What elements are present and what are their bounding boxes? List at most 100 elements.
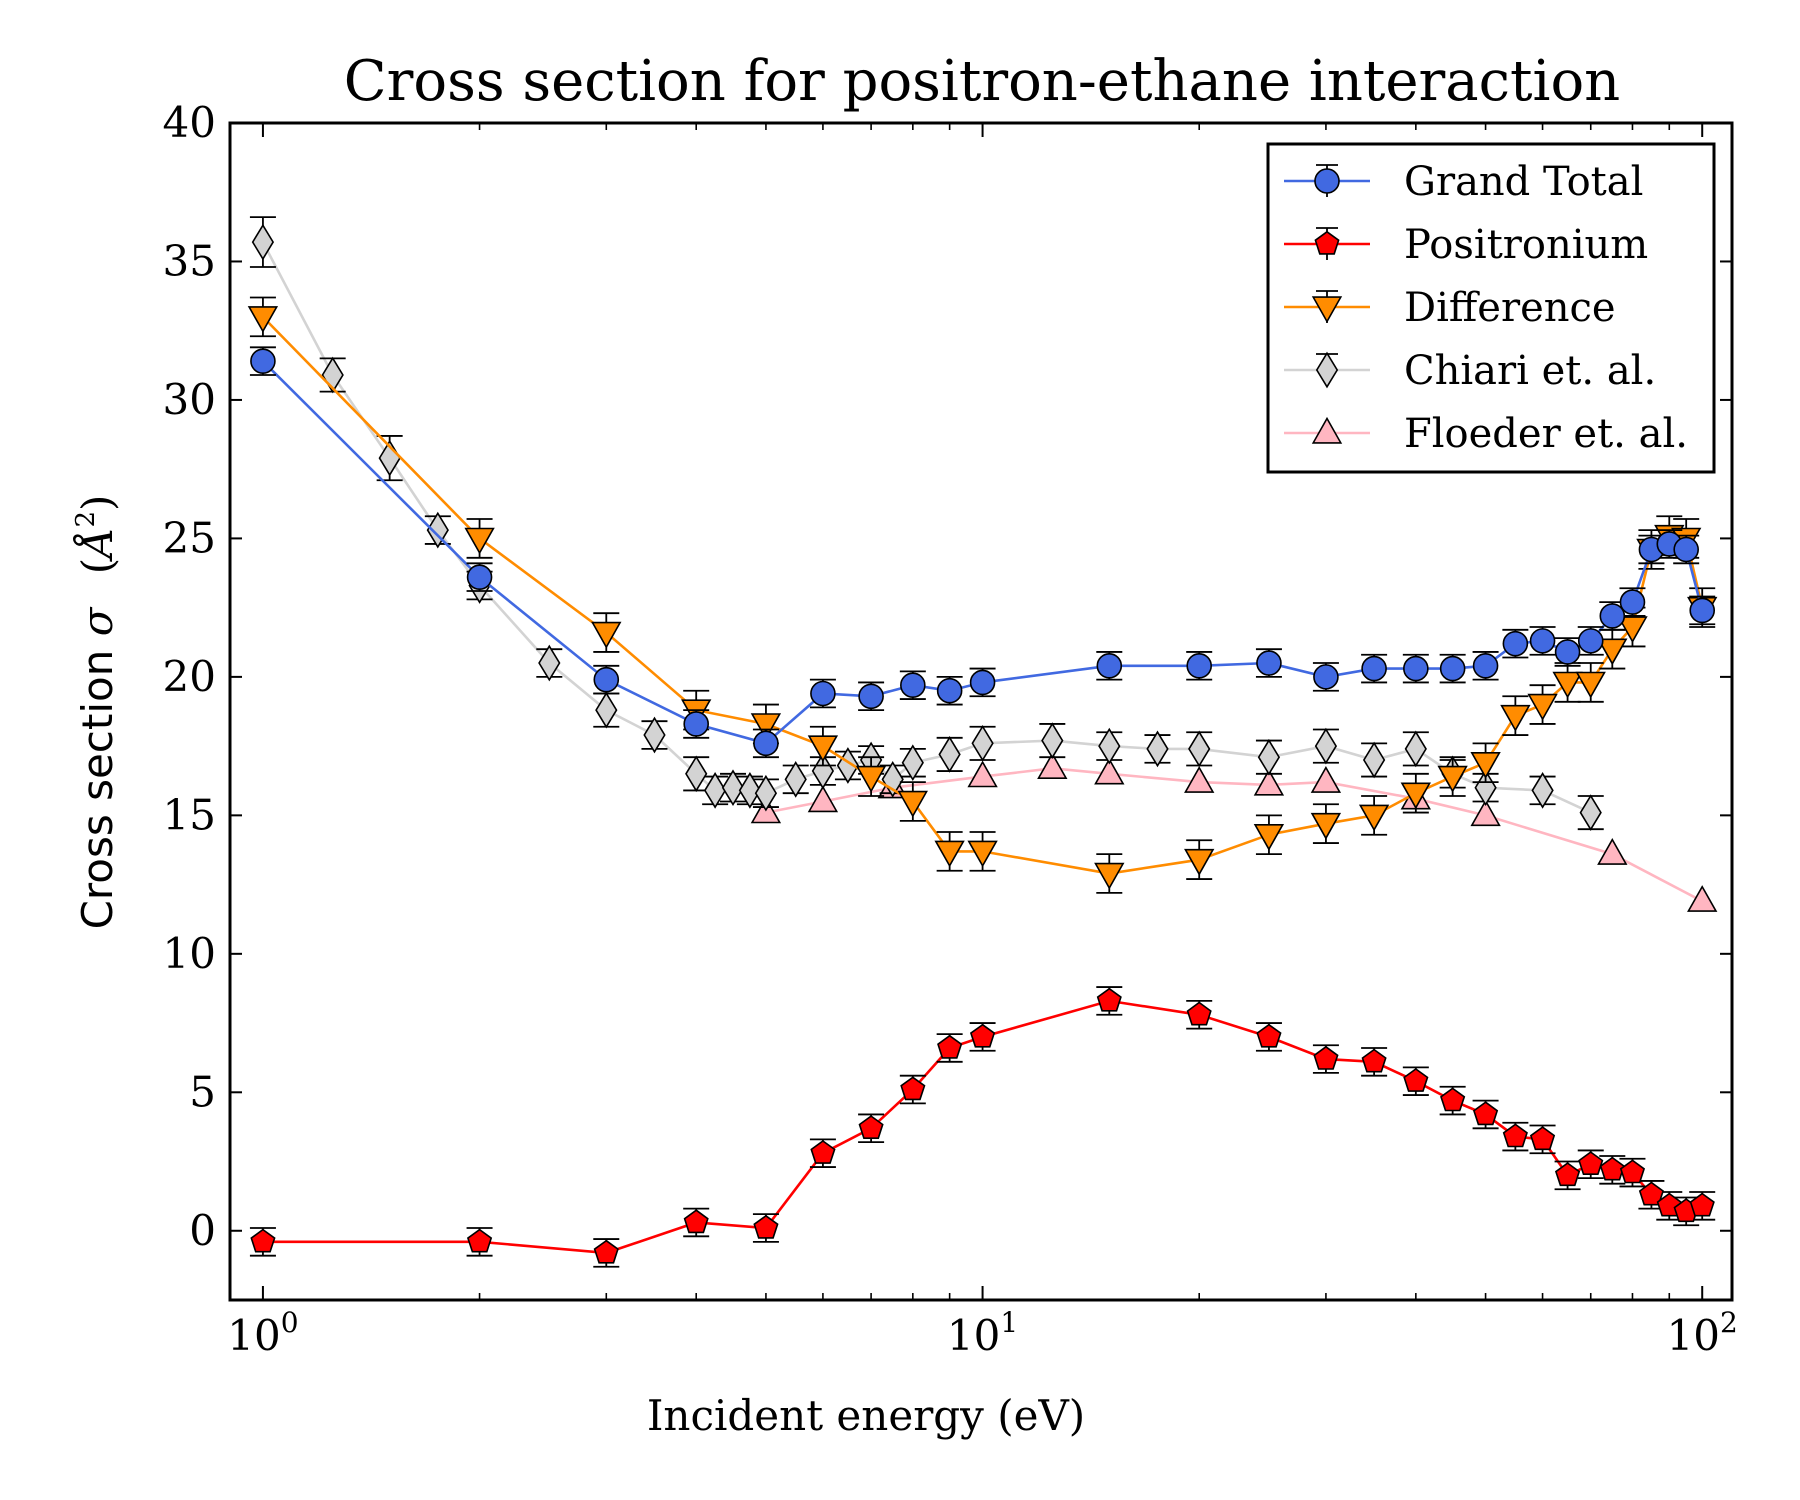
x-tick-label: 101	[947, 1306, 1018, 1360]
legend-item-grand-total: Grand Total	[1284, 159, 1643, 205]
data-point-positronium	[900, 1076, 926, 1101]
data-point-grand-total	[1554, 639, 1581, 665]
data-point-difference	[1310, 812, 1342, 840]
svg-text:Cross section σ (Å: Cross section σ (Å2)	[71, 495, 122, 930]
data-point-chiari-et-al	[938, 736, 961, 773]
data-point-positronium	[810, 1140, 836, 1164]
data-point-positronium	[753, 1214, 779, 1239]
data-point-chiari-et-al	[251, 223, 275, 261]
data-point-floeder-et-al	[1470, 799, 1501, 827]
y-tick-label: 20	[163, 652, 216, 701]
data-point-floeder-et-al	[1037, 752, 1068, 780]
data-point-difference	[855, 765, 887, 793]
data-point-difference	[591, 621, 622, 649]
data-point-grand-total	[683, 711, 709, 737]
data-point-grand-total	[1577, 628, 1604, 654]
data-point-difference	[1552, 671, 1583, 699]
y-axis-label-symbol: σ	[73, 606, 122, 636]
data-point-difference	[1470, 751, 1501, 779]
y-axis-label-unit: Å	[72, 528, 122, 563]
data-point-grand-total	[466, 564, 493, 590]
y-tick-label: 0	[189, 1206, 216, 1255]
data-point-chiari-et-al	[426, 511, 449, 549]
data-point-positronium	[1256, 1023, 1282, 1048]
data-point-chiari-et-al	[595, 691, 618, 729]
data-point-grand-total	[969, 669, 996, 696]
data-point-grand-total	[1096, 653, 1123, 679]
legend-item-chiari-et-al: Chiari et. al.	[1284, 348, 1656, 394]
data-point-chiari-et-al	[643, 716, 666, 754]
data-point-grand-total	[1186, 653, 1213, 679]
data-point-chiari-et-al	[538, 644, 561, 682]
data-point-positronium	[1599, 1156, 1625, 1181]
legend-label: Chiari et. al.	[1404, 348, 1656, 394]
data-point-grand-total	[900, 672, 926, 698]
data-point-chiari-et-al	[721, 769, 745, 807]
data-point-difference	[247, 306, 279, 333]
data-point-chiari-et-al	[836, 747, 860, 784]
data-point-difference	[1527, 693, 1558, 721]
data-point-difference	[807, 735, 839, 763]
legend: Grand Total Positronium Difference Chiari e…	[1266, 142, 1716, 474]
data-point-chiari-et-al	[881, 761, 904, 798]
data-point-difference	[1575, 671, 1606, 699]
y-axis-label: Cross section σ (Å2)	[71, 495, 122, 930]
data-point-chiari-et-al	[703, 772, 727, 809]
data-point-positronium	[1186, 1001, 1212, 1026]
legend-label: Grand Total	[1404, 159, 1643, 205]
data-point-positronium	[250, 1228, 276, 1253]
ticks-layer: 0 5 10 15 20 25 30 35 40 100 101 102	[163, 98, 1738, 1360]
data-point-difference	[1400, 782, 1431, 810]
plot-frame	[228, 121, 1734, 1302]
data-point-chiari-et-al	[1041, 722, 1064, 759]
legend-item-positronium: Positronium	[1284, 222, 1648, 268]
data-point-positronium	[1361, 1048, 1387, 1073]
x-tick-label: 102	[1667, 1306, 1738, 1360]
series-positronium	[249, 986, 1716, 1268]
data-point-positronium	[969, 1023, 996, 1048]
data-point-positronium	[1440, 1087, 1466, 1112]
data-point-chiari-et-al	[754, 774, 778, 812]
chart-title: Cross section for positron-ethane intera…	[344, 49, 1621, 114]
y-axis-label-text: Cross section	[73, 650, 122, 930]
data-point-positronium	[593, 1239, 619, 1264]
data-point-grand-total	[1313, 664, 1339, 690]
data-point-grand-total	[1439, 655, 1466, 682]
legend-item-difference: Difference	[1284, 285, 1616, 331]
data-point-positronium	[1689, 1192, 1715, 1217]
y-tick-label: 25	[163, 513, 216, 562]
legend-marker	[1315, 351, 1339, 389]
legend-item-floeder-et-al: Floeder et. al.	[1284, 411, 1688, 457]
data-point-grand-total	[1256, 650, 1282, 676]
data-point-grand-total	[1403, 655, 1429, 682]
data-point-positronium	[937, 1034, 963, 1059]
y-tick-label: 5	[189, 1067, 216, 1116]
series-difference	[247, 296, 1718, 894]
data-point-floeder-et-al	[1687, 885, 1718, 912]
data-point-chiari-et-al	[1314, 727, 1338, 765]
y-tick-label: 40	[163, 98, 216, 147]
legend-marker	[1314, 168, 1340, 194]
data-point-grand-total	[1599, 603, 1626, 629]
data-point-chiari-et-al	[901, 744, 924, 782]
data-point-grand-total	[1361, 655, 1387, 682]
data-point-chiari-et-al	[685, 755, 708, 793]
x-axis-label: Incident energy (eV)	[647, 1391, 1085, 1440]
plot-area: 0 5 10 15 20 25 30 35 40 100 101 102	[163, 98, 1738, 1360]
data-point-positronium	[1619, 1159, 1646, 1184]
data-point-difference	[1358, 804, 1390, 832]
data-point-chiari-et-al	[1362, 741, 1386, 779]
legend-marker	[1311, 416, 1343, 444]
data-point-difference	[967, 840, 998, 868]
data-point-grand-total	[1502, 630, 1529, 657]
data-point-chiari-et-al	[1579, 794, 1602, 831]
data-point-difference	[897, 790, 928, 818]
data-point-positronium	[1578, 1151, 1604, 1175]
data-point-floeder-et-al	[967, 760, 998, 788]
data-point-difference	[750, 713, 782, 741]
data-point-chiari-et-al	[1146, 730, 1169, 768]
data-point-positronium	[1096, 987, 1122, 1012]
data-point-chiari-et-al	[1531, 772, 1554, 809]
series-grand-total	[249, 346, 1716, 759]
